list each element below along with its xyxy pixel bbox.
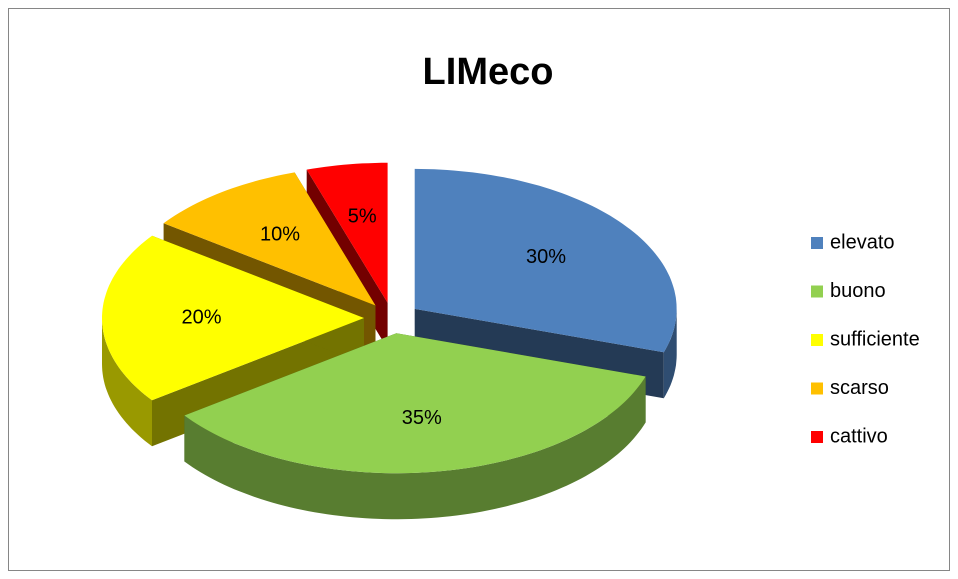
legend-swatch — [811, 431, 823, 443]
legend-label: elevato — [830, 231, 895, 253]
slice-top — [163, 172, 376, 306]
legend-swatch — [811, 285, 823, 298]
data-label: 35% — [402, 407, 442, 429]
slice — [184, 333, 646, 520]
data-label: 10% — [260, 224, 300, 246]
data-label: 5% — [348, 205, 377, 227]
data-label: 20% — [182, 306, 222, 328]
legend-label: buono — [830, 280, 886, 302]
slice-rim — [184, 376, 646, 520]
slice-top — [102, 235, 364, 401]
slice-rim — [663, 308, 677, 399]
legend-label: scarso — [830, 377, 889, 399]
slice-top — [414, 168, 677, 353]
slice-rim — [102, 318, 152, 447]
slice-top — [306, 162, 388, 303]
slice-top — [184, 333, 646, 474]
legend-swatch — [811, 237, 823, 249]
legend-label: sufficiente — [830, 328, 920, 350]
legend-swatch — [811, 334, 823, 346]
data-label: 30% — [526, 246, 566, 268]
legend-label: cattivo — [830, 425, 888, 447]
chart-title: LIMeco — [423, 51, 554, 93]
legend-swatch — [811, 382, 823, 395]
